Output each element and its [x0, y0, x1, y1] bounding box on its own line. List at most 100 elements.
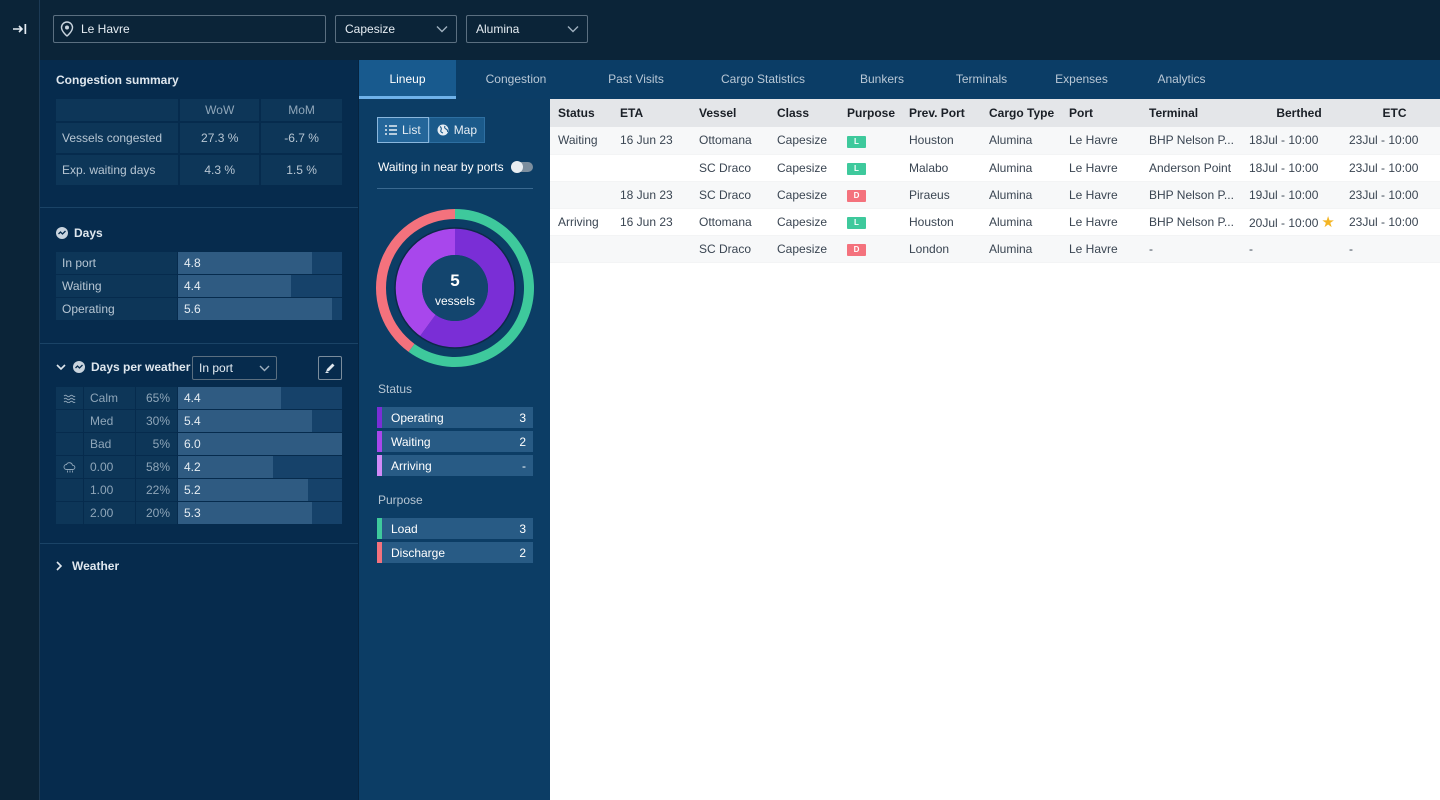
- days-value: 5.6: [184, 302, 201, 316]
- days-list: In port 4.8 Waiting 4.4 Operating 5.6: [56, 252, 342, 321]
- status-segment-operating[interactable]: [419, 228, 515, 348]
- cell-class: Capesize: [777, 181, 847, 209]
- weather-pct: 22%: [136, 479, 178, 502]
- star-icon[interactable]: ★: [1321, 213, 1335, 231]
- days-bar: [178, 252, 313, 274]
- summary-mom: 1.5 %: [261, 155, 342, 187]
- tab-lineup[interactable]: Lineup: [359, 60, 456, 99]
- weather-title: Weather: [72, 559, 120, 573]
- tab-bar: Lineup Congestion Past Visits Cargo Stat…: [359, 60, 1440, 99]
- col-status[interactable]: Status: [550, 99, 620, 127]
- tab-terminals[interactable]: Terminals: [955, 72, 1008, 86]
- tab-past-visits[interactable]: Past Visits: [608, 72, 664, 86]
- status-segment-waiting[interactable]: [395, 228, 455, 337]
- cell-vessel: SC Draco: [699, 235, 777, 263]
- table-row[interactable]: SC Draco Capesize D London Alumina Le Havre - -…: [550, 235, 1440, 263]
- cell-prev-port: Piraeus: [909, 181, 989, 209]
- cell-terminal: Anderson Point: [1149, 154, 1249, 182]
- days-value: 4.4: [184, 279, 201, 293]
- list-view-button[interactable]: List: [377, 117, 429, 143]
- chevron-down-icon: [259, 365, 270, 371]
- status-operating[interactable]: Operating 3: [377, 407, 533, 428]
- col-eta[interactable]: ETA: [620, 99, 699, 127]
- col-terminal[interactable]: Terminal: [1149, 99, 1249, 127]
- weather-value: 5.3: [184, 506, 201, 520]
- cell-port: Le Havre: [1069, 181, 1149, 209]
- col-etc[interactable]: ETC: [1349, 99, 1440, 127]
- cell-purpose: L: [847, 127, 909, 155]
- cell-etc: 23Jul - 10:00: [1349, 154, 1440, 182]
- cell-cargo: Alumina: [989, 208, 1069, 236]
- purpose-segment-discharge[interactable]: [376, 209, 455, 352]
- chevron-down-icon[interactable]: [56, 363, 66, 371]
- edit-button[interactable]: [318, 356, 342, 380]
- weather-section-toggle[interactable]: Weather: [56, 559, 119, 573]
- cell-vessel: Ottomana: [699, 208, 777, 236]
- weather-row: 0.00 58% 4.2: [56, 456, 342, 479]
- summary-mom: -6.7 %: [261, 123, 342, 155]
- tab-bunkers[interactable]: Bunkers: [859, 72, 905, 86]
- cell-eta: 16 Jun 23: [620, 208, 699, 236]
- view-toggle: List Map: [377, 117, 486, 143]
- location-search[interactable]: [53, 15, 326, 43]
- weather-row: Bad 5% 6.0: [56, 433, 342, 456]
- cell-purpose: D: [847, 181, 909, 209]
- weather-name: Bad: [84, 433, 136, 456]
- cell-eta: [620, 235, 699, 263]
- side-rail: [0, 0, 40, 800]
- congestion-summary-table: WoW MoM Vessels congested 27.3 % -6.7 % …: [56, 99, 342, 187]
- days-per-weather-select[interactable]: In port: [192, 356, 277, 380]
- tab-cargo-statistics[interactable]: Cargo Statistics: [720, 72, 806, 86]
- days-bar: [178, 298, 333, 320]
- tab-congestion[interactable]: Congestion: [485, 72, 547, 86]
- cell-berthed: 20Jul - 10:00 ★: [1249, 208, 1349, 236]
- purpose-title: Purpose: [378, 493, 423, 507]
- purpose-load[interactable]: Load 3: [377, 518, 533, 539]
- vessel-class-value: Capesize: [345, 22, 396, 36]
- cell-class: Capesize: [777, 127, 847, 155]
- days-per-weather-select-value: In port: [199, 361, 234, 375]
- cargo-value: Alumina: [476, 22, 520, 36]
- col-vessel[interactable]: Vessel: [699, 99, 777, 127]
- table-row[interactable]: SC Draco Capesize L Malabo Alumina Le Havre An…: [550, 154, 1440, 182]
- table-row[interactable]: 18 Jun 23 SC Draco Capesize D Piraeus Alumina…: [550, 181, 1440, 209]
- legend-count: 2: [519, 545, 526, 560]
- col-purpose[interactable]: Purpose: [847, 99, 909, 127]
- col-class[interactable]: Class: [777, 99, 847, 127]
- status-arriving[interactable]: Arriving -: [377, 455, 533, 476]
- location-input[interactable]: [81, 22, 301, 36]
- days-per-weather-header[interactable]: Days per weather: [56, 360, 190, 374]
- days-title: Days: [74, 226, 103, 240]
- weather-row: Calm 65% 4.4: [56, 387, 342, 410]
- col-cargo-type[interactable]: Cargo Type: [989, 99, 1069, 127]
- tab-expenses[interactable]: Expenses: [1055, 72, 1108, 86]
- col-berthed[interactable]: Berthed: [1249, 99, 1349, 127]
- chevron-right-icon: [56, 561, 63, 571]
- cell-berthed: -: [1249, 235, 1349, 263]
- cell-etc: 23Jul - 10:00: [1349, 208, 1440, 236]
- weather-bar: [178, 433, 342, 455]
- purpose-discharge[interactable]: Discharge 2: [377, 542, 533, 563]
- waiting-nearby-switch[interactable]: [511, 161, 533, 173]
- days-header: Days: [56, 226, 103, 240]
- cargo-select[interactable]: Alumina: [466, 15, 588, 43]
- days-label: Operating: [56, 298, 178, 321]
- col-prev-port[interactable]: Prev. Port: [909, 99, 989, 127]
- legend-swatch: [377, 431, 382, 452]
- status-waiting[interactable]: Waiting 2: [377, 431, 533, 452]
- purpose-ring: [376, 209, 534, 367]
- expand-sidebar-button[interactable]: [9, 18, 31, 40]
- vessel-class-select[interactable]: Capesize: [335, 15, 457, 43]
- legend-count: 3: [519, 521, 526, 536]
- purpose-segment-load[interactable]: [408, 209, 534, 367]
- cell-class: Capesize: [777, 154, 847, 182]
- cell-eta: 16 Jun 23: [620, 127, 699, 155]
- table-row[interactable]: Waiting 16 Jun 23 Ottomana Capesize L Houston…: [550, 127, 1440, 155]
- table-row[interactable]: Arriving 16 Jun 23 Ottomana Capesize L Housto…: [550, 208, 1440, 236]
- col-port[interactable]: Port: [1069, 99, 1149, 127]
- tab-analytics[interactable]: Analytics: [1157, 72, 1206, 86]
- mom-header: MoM: [261, 99, 342, 123]
- cell-terminal: BHP Nelson P...: [1149, 127, 1249, 155]
- map-view-button[interactable]: Map: [428, 117, 486, 143]
- cell-purpose: D: [847, 235, 909, 263]
